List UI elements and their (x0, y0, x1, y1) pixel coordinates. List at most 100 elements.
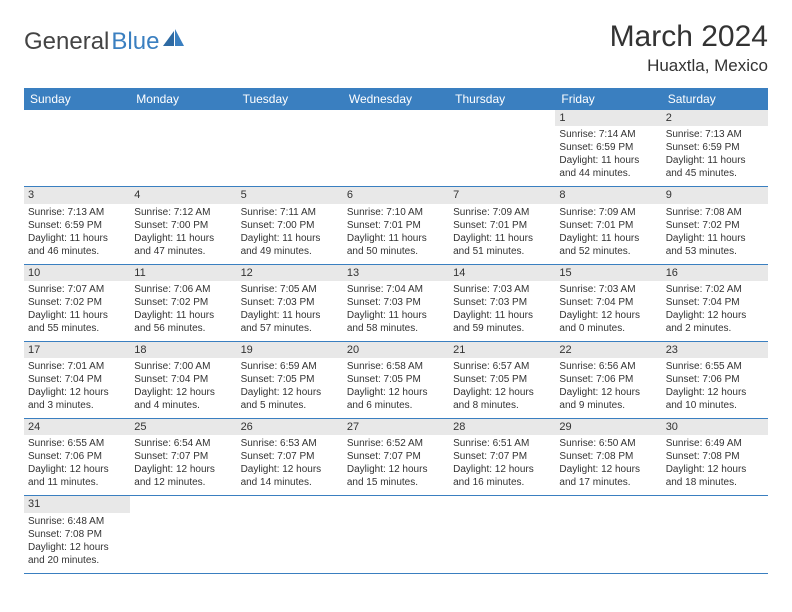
daylight-line: Daylight: 11 hours and 46 minutes. (28, 232, 126, 258)
day-number: 25 (130, 419, 236, 435)
sunrise-line: Sunrise: 6:58 AM (347, 360, 445, 373)
day-cell: 8Sunrise: 7:09 AMSunset: 7:01 PMDaylight… (555, 187, 661, 264)
day-cell: 10Sunrise: 7:07 AMSunset: 7:02 PMDayligh… (24, 264, 130, 341)
sunrise-line: Sunrise: 7:14 AM (559, 128, 657, 141)
day-cell: 19Sunrise: 6:59 AMSunset: 7:05 PMDayligh… (237, 341, 343, 418)
day-cell: 28Sunrise: 6:51 AMSunset: 7:07 PMDayligh… (449, 419, 555, 496)
day-number: 2 (662, 110, 768, 126)
blank-cell (237, 496, 343, 573)
daylight-line: Daylight: 12 hours and 9 minutes. (559, 386, 657, 412)
sunset-line: Sunset: 7:07 PM (134, 450, 232, 463)
daylight-line: Daylight: 11 hours and 58 minutes. (347, 309, 445, 335)
day-cell: 29Sunrise: 6:50 AMSunset: 7:08 PMDayligh… (555, 419, 661, 496)
weekday-mon: Monday (130, 88, 236, 110)
weekday-tue: Tuesday (237, 88, 343, 110)
day-number: 30 (662, 419, 768, 435)
blank-cell (130, 110, 236, 187)
daylight-line: Daylight: 12 hours and 3 minutes. (28, 386, 126, 412)
sunset-line: Sunset: 6:59 PM (28, 219, 126, 232)
sunset-line: Sunset: 7:08 PM (28, 528, 126, 541)
day-number: 12 (237, 265, 343, 281)
day-number: 29 (555, 419, 661, 435)
sunset-line: Sunset: 7:06 PM (559, 373, 657, 386)
sunrise-line: Sunrise: 7:10 AM (347, 206, 445, 219)
day-number: 1 (555, 110, 661, 126)
day-number: 7 (449, 187, 555, 203)
weekday-sat: Saturday (662, 88, 768, 110)
sunset-line: Sunset: 7:08 PM (559, 450, 657, 463)
sunrise-line: Sunrise: 7:13 AM (666, 128, 764, 141)
daylight-line: Daylight: 11 hours and 50 minutes. (347, 232, 445, 258)
sunrise-line: Sunrise: 7:05 AM (241, 283, 339, 296)
sunrise-line: Sunrise: 6:51 AM (453, 437, 551, 450)
sunset-line: Sunset: 7:07 PM (241, 450, 339, 463)
day-number: 22 (555, 342, 661, 358)
daylight-line: Daylight: 11 hours and 51 minutes. (453, 232, 551, 258)
logo: General Blue (24, 26, 185, 58)
sunset-line: Sunset: 7:08 PM (666, 450, 764, 463)
header: General Blue March 2024 Huaxtla, Mexico (24, 20, 768, 76)
day-number: 5 (237, 187, 343, 203)
day-cell: 21Sunrise: 6:57 AMSunset: 7:05 PMDayligh… (449, 341, 555, 418)
logo-text-2: Blue (111, 28, 159, 56)
day-cell: 22Sunrise: 6:56 AMSunset: 7:06 PMDayligh… (555, 341, 661, 418)
sunrise-line: Sunrise: 6:53 AM (241, 437, 339, 450)
day-number: 27 (343, 419, 449, 435)
calendar-row: 1Sunrise: 7:14 AMSunset: 6:59 PMDaylight… (24, 110, 768, 187)
day-cell: 24Sunrise: 6:55 AMSunset: 7:06 PMDayligh… (24, 419, 130, 496)
day-cell: 31Sunrise: 6:48 AMSunset: 7:08 PMDayligh… (24, 496, 130, 573)
sunrise-line: Sunrise: 6:59 AM (241, 360, 339, 373)
day-cell: 25Sunrise: 6:54 AMSunset: 7:07 PMDayligh… (130, 419, 236, 496)
sunset-line: Sunset: 7:03 PM (241, 296, 339, 309)
day-cell: 7Sunrise: 7:09 AMSunset: 7:01 PMDaylight… (449, 187, 555, 264)
sunrise-line: Sunrise: 7:00 AM (134, 360, 232, 373)
daylight-line: Daylight: 11 hours and 57 minutes. (241, 309, 339, 335)
day-cell: 17Sunrise: 7:01 AMSunset: 7:04 PMDayligh… (24, 341, 130, 418)
day-number: 3 (24, 187, 130, 203)
blank-cell (449, 496, 555, 573)
daylight-line: Daylight: 11 hours and 49 minutes. (241, 232, 339, 258)
calendar-row: 10Sunrise: 7:07 AMSunset: 7:02 PMDayligh… (24, 264, 768, 341)
daylight-line: Daylight: 11 hours and 44 minutes. (559, 154, 657, 180)
sunrise-line: Sunrise: 7:03 AM (559, 283, 657, 296)
sunset-line: Sunset: 7:06 PM (666, 373, 764, 386)
sunset-line: Sunset: 6:59 PM (666, 141, 764, 154)
sunrise-line: Sunrise: 6:57 AM (453, 360, 551, 373)
day-cell: 16Sunrise: 7:02 AMSunset: 7:04 PMDayligh… (662, 264, 768, 341)
sunrise-line: Sunrise: 6:48 AM (28, 515, 126, 528)
daylight-line: Daylight: 11 hours and 52 minutes. (559, 232, 657, 258)
daylight-line: Daylight: 12 hours and 5 minutes. (241, 386, 339, 412)
sunrise-line: Sunrise: 6:55 AM (28, 437, 126, 450)
sunrise-line: Sunrise: 7:09 AM (453, 206, 551, 219)
blank-cell (343, 110, 449, 187)
month-title: March 2024 (610, 20, 768, 54)
day-number: 28 (449, 419, 555, 435)
sunset-line: Sunset: 7:05 PM (347, 373, 445, 386)
sunset-line: Sunset: 7:00 PM (134, 219, 232, 232)
title-block: March 2024 Huaxtla, Mexico (610, 20, 768, 76)
day-number: 21 (449, 342, 555, 358)
day-cell: 13Sunrise: 7:04 AMSunset: 7:03 PMDayligh… (343, 264, 449, 341)
weekday-sun: Sunday (24, 88, 130, 110)
sunset-line: Sunset: 6:59 PM (559, 141, 657, 154)
day-number: 14 (449, 265, 555, 281)
calendar-row: 17Sunrise: 7:01 AMSunset: 7:04 PMDayligh… (24, 341, 768, 418)
blank-cell (130, 496, 236, 573)
location: Huaxtla, Mexico (610, 56, 768, 76)
weekday-fri: Friday (555, 88, 661, 110)
sunset-line: Sunset: 7:03 PM (453, 296, 551, 309)
day-number: 17 (24, 342, 130, 358)
day-number: 19 (237, 342, 343, 358)
daylight-line: Daylight: 12 hours and 4 minutes. (134, 386, 232, 412)
sunset-line: Sunset: 7:00 PM (241, 219, 339, 232)
blank-cell (237, 110, 343, 187)
day-number: 10 (24, 265, 130, 281)
sunrise-line: Sunrise: 6:55 AM (666, 360, 764, 373)
daylight-line: Daylight: 11 hours and 47 minutes. (134, 232, 232, 258)
day-number: 8 (555, 187, 661, 203)
logo-text-1: General (24, 28, 109, 56)
sunset-line: Sunset: 7:01 PM (347, 219, 445, 232)
sunrise-line: Sunrise: 7:01 AM (28, 360, 126, 373)
day-cell: 27Sunrise: 6:52 AMSunset: 7:07 PMDayligh… (343, 419, 449, 496)
day-cell: 12 Sunrise: 7:05 AMSunset: 7:03 PMDayligh… (237, 264, 343, 341)
